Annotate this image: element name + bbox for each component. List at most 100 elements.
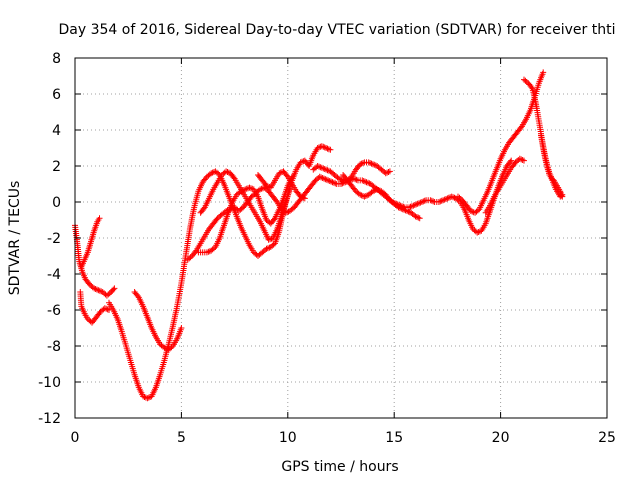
data-point-marker bbox=[101, 305, 108, 312]
data-point-marker bbox=[276, 170, 283, 177]
data-point-marker bbox=[410, 202, 417, 209]
y-tick-label: -12 bbox=[38, 411, 61, 427]
data-point-marker bbox=[430, 198, 437, 205]
data-point-marker bbox=[353, 176, 360, 183]
data-point-marker bbox=[337, 176, 344, 183]
data-point-marker bbox=[365, 159, 372, 166]
data-point-marker bbox=[375, 187, 382, 193]
data-point-marker bbox=[140, 393, 147, 400]
data-point-marker bbox=[416, 200, 422, 207]
data-point-marker bbox=[450, 194, 457, 201]
data-point-marker bbox=[314, 145, 321, 151]
data-point-marker bbox=[260, 185, 266, 192]
data-point-marker bbox=[263, 245, 270, 252]
data-point-marker bbox=[411, 202, 418, 208]
data-point-marker bbox=[358, 192, 365, 199]
data-point-marker bbox=[317, 164, 324, 171]
y-tick-label: -6 bbox=[47, 303, 61, 319]
data-point-marker bbox=[359, 177, 366, 184]
x-tick-label: 10 bbox=[279, 430, 297, 446]
data-point-marker bbox=[145, 394, 152, 401]
data-point-marker bbox=[441, 196, 448, 203]
data-point-marker bbox=[95, 287, 102, 294]
data-point-marker bbox=[369, 161, 376, 168]
data-point-marker bbox=[111, 285, 118, 292]
y-tick-label: -4 bbox=[47, 267, 61, 283]
data-point-marker bbox=[358, 160, 365, 167]
data-series-3 bbox=[78, 215, 103, 270]
data-point-marker bbox=[414, 200, 421, 207]
data-point-marker bbox=[385, 169, 392, 175]
data-point-marker bbox=[443, 196, 449, 202]
data-point-marker bbox=[320, 143, 327, 150]
data-point-marker bbox=[316, 144, 322, 151]
data-point-marker bbox=[518, 156, 525, 163]
data-point-marker bbox=[230, 174, 237, 181]
data-point-marker bbox=[92, 286, 99, 292]
data-point-marker bbox=[427, 197, 434, 204]
data-point-marker bbox=[263, 182, 270, 189]
data-point-marker bbox=[416, 215, 423, 222]
data-point-marker bbox=[401, 206, 408, 213]
data-point-marker bbox=[283, 172, 290, 179]
data-point-marker bbox=[474, 229, 481, 236]
y-tick-label: 0 bbox=[52, 195, 61, 211]
data-point-marker bbox=[246, 184, 253, 191]
data-point-marker bbox=[319, 175, 326, 181]
chart-title: Day 354 of 2016, Sidereal Day-to-day VTE… bbox=[59, 22, 616, 38]
data-point-marker bbox=[271, 216, 277, 223]
data-point-marker bbox=[322, 176, 329, 183]
data-series-11 bbox=[340, 172, 423, 222]
data-point-marker bbox=[382, 170, 389, 177]
data-series-2 bbox=[77, 289, 112, 326]
data-point-marker bbox=[335, 175, 342, 182]
grid-lines bbox=[75, 58, 607, 418]
data-point-marker bbox=[323, 145, 330, 151]
data-point-marker bbox=[164, 346, 171, 352]
data-point-marker bbox=[104, 306, 111, 313]
data-point-marker bbox=[321, 166, 328, 172]
data-point-marker bbox=[205, 248, 212, 255]
x-tick-label: 15 bbox=[385, 430, 403, 446]
data-point-marker bbox=[386, 168, 393, 175]
data-point-marker bbox=[507, 158, 514, 165]
data-series-15 bbox=[538, 132, 566, 200]
data-series-8 bbox=[197, 168, 293, 243]
data-point-marker bbox=[91, 285, 98, 292]
y-tick-label: -10 bbox=[38, 375, 61, 391]
data-point-marker bbox=[369, 188, 376, 195]
data-point-marker bbox=[243, 185, 250, 192]
data-point-marker bbox=[332, 180, 339, 187]
x-tick-label: 25 bbox=[598, 430, 616, 446]
data-point-marker bbox=[323, 166, 330, 173]
data-point-marker bbox=[323, 176, 330, 183]
data-point-marker bbox=[161, 344, 168, 351]
data-point-marker bbox=[519, 157, 526, 163]
data-point-marker bbox=[406, 204, 413, 211]
data-point-marker bbox=[211, 169, 217, 175]
x-tick-label: 5 bbox=[177, 430, 186, 446]
data-point-marker bbox=[444, 195, 451, 202]
data-point-marker bbox=[224, 169, 231, 175]
data-point-marker bbox=[94, 286, 100, 293]
data-point-marker bbox=[352, 176, 359, 183]
data-point-marker bbox=[338, 181, 344, 187]
data-point-marker bbox=[528, 84, 535, 91]
data-point-marker bbox=[475, 229, 482, 235]
data-point-marker bbox=[508, 157, 515, 164]
data-point-marker bbox=[357, 191, 364, 198]
data-point-marker bbox=[338, 176, 345, 183]
x-axis-title: GPS time / hours bbox=[281, 459, 398, 475]
data-point-marker bbox=[301, 195, 308, 202]
y-axis-title: SDTVAR / TECUs bbox=[7, 181, 23, 296]
x-tick-label: 0 bbox=[71, 430, 80, 446]
data-point-marker bbox=[368, 160, 375, 167]
data-point-marker bbox=[398, 205, 405, 212]
data-point-marker bbox=[559, 193, 566, 200]
data-point-marker bbox=[314, 163, 321, 169]
data-point-marker bbox=[300, 194, 307, 201]
data-series-5 bbox=[131, 289, 185, 353]
data-point-marker bbox=[407, 203, 414, 210]
